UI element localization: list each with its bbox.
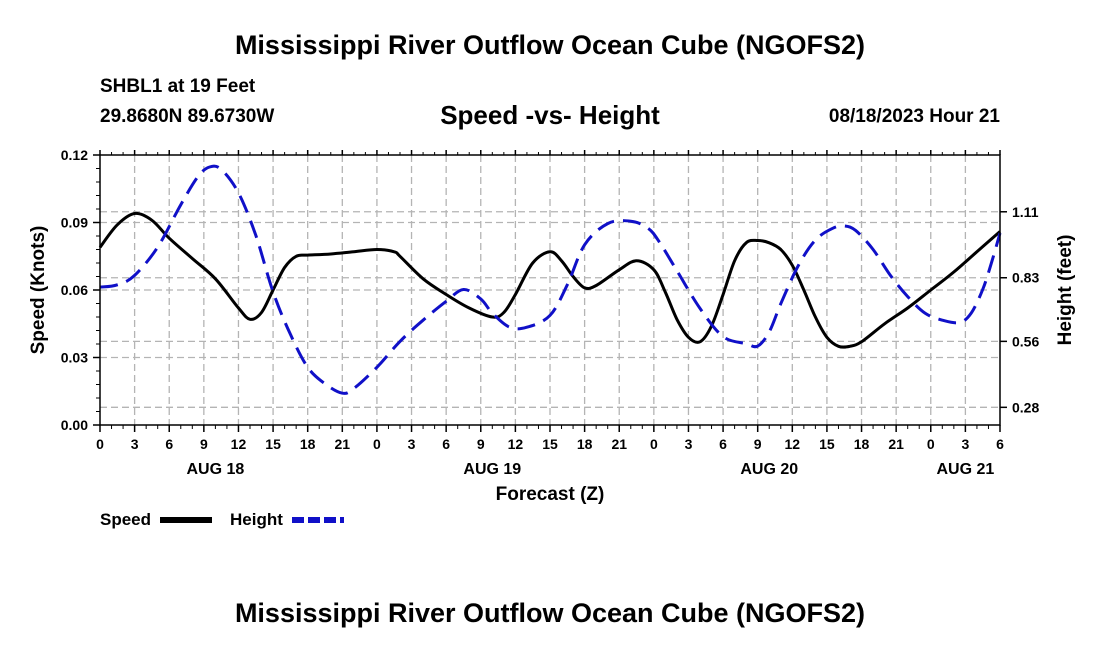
tick-labels-group: 0 3 6 9 12 15 18 21 0 3 6 9 12 15 18 21 0 3 6 9 12 15 18 21 0 3 6A… (28, 147, 1076, 505)
x-tick-label: 0 (927, 436, 935, 452)
y-left-tick-label: 0.06 (61, 282, 88, 298)
x-tick-label: 3 (685, 436, 693, 452)
axes-group (93, 150, 1007, 432)
legend-label-height: Height (230, 510, 283, 529)
y-right-tick-label: 0.56 (1012, 333, 1039, 349)
x-tick-label: 6 (996, 436, 1004, 452)
day-label: AUG 18 (186, 461, 244, 478)
height-series-line (99, 164, 1002, 395)
plot-frame (99, 154, 1001, 426)
x-tick-label: 18 (577, 436, 593, 452)
x-tick-label: 21 (335, 436, 351, 452)
x-tick-label: 9 (200, 436, 208, 452)
x-axis-label: Forecast (Z) (496, 484, 605, 505)
x-tick-label: 15 (819, 436, 835, 452)
chart-subtitle: Speed -vs- Height (440, 100, 660, 130)
y-right-tick-label: 0.28 (1012, 399, 1039, 415)
day-label: AUG 21 (936, 461, 994, 478)
y-left-tick-label: 0.00 (61, 417, 88, 433)
day-label: AUG 20 (740, 461, 798, 478)
y-right-axis-label: Height (feet) (1055, 235, 1076, 346)
main-title: Mississippi River Outflow Ocean Cube (NG… (234, 30, 866, 60)
x-tick-label: 0 (650, 436, 658, 452)
x-tick-label: 18 (300, 436, 316, 452)
x-tick-label: 6 (442, 436, 450, 452)
x-tick-label: 0 (96, 436, 104, 452)
y-right-tick-label: 1.11 (1012, 204, 1039, 220)
legend: Speed Height (100, 510, 344, 529)
x-tick-label: 12 (508, 436, 524, 452)
x-tick-label: 6 (719, 436, 727, 452)
x-tick-label: 21 (611, 436, 627, 452)
x-tick-label: 0 (373, 436, 381, 452)
x-tick-label: 15 (542, 436, 558, 452)
x-tick-label: 9 (477, 436, 485, 452)
y-left-tick-label: 0.03 (61, 350, 88, 366)
footer-title: Mississippi River Outflow Ocean Cube (NG… (234, 598, 866, 628)
y-left-axis-label: Speed (Knots) (28, 226, 49, 355)
x-tick-label: 21 (888, 436, 904, 452)
x-tick-label: 3 (408, 436, 416, 452)
x-tick-label: 12 (231, 436, 247, 452)
day-label: AUG 19 (463, 461, 521, 478)
y-right-tick-label: 0.83 (1012, 270, 1039, 286)
station-coordinates: 29.8680N 89.6730W (100, 106, 275, 127)
x-tick-label: 18 (854, 436, 870, 452)
y-left-tick-label: 0.09 (61, 215, 88, 231)
x-tick-label: 3 (961, 436, 969, 452)
legend-label-speed: Speed (100, 510, 151, 529)
x-tick-label: 6 (165, 436, 173, 452)
grid-lines (100, 155, 1000, 425)
x-tick-label: 15 (265, 436, 281, 452)
forecast-datetime: 08/18/2023 Hour 21 (828, 106, 1000, 127)
x-tick-label: 9 (754, 436, 762, 452)
x-tick-label: 3 (131, 436, 139, 452)
series-group (98, 164, 1002, 395)
x-tick-label: 12 (785, 436, 801, 452)
station-label: SHBL1 at 19 Feet (100, 76, 256, 97)
y-left-tick-label: 0.12 (61, 147, 88, 163)
speed-series-line (98, 211, 1002, 349)
